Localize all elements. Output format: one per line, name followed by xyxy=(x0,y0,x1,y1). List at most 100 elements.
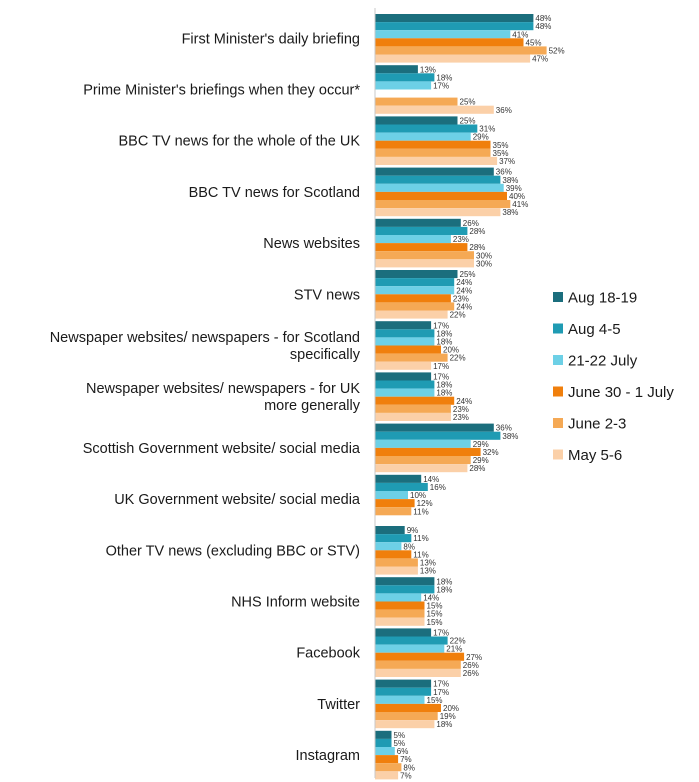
bar xyxy=(375,526,405,535)
data-label: 52% xyxy=(549,46,565,55)
data-label: 18% xyxy=(436,389,452,398)
data-label: 24% xyxy=(456,302,472,311)
category-label: Facebook xyxy=(296,646,360,662)
bar xyxy=(375,286,455,295)
category-label: UK Government website/ social media xyxy=(114,492,361,508)
legend-swatch xyxy=(553,323,563,334)
data-label: 18% xyxy=(436,577,452,586)
bar xyxy=(375,30,511,39)
data-label: 27% xyxy=(466,653,482,662)
category-label: Instagram xyxy=(296,748,360,764)
data-label: 22% xyxy=(450,637,466,646)
legend-label: Aug 18-19 xyxy=(568,290,637,307)
data-label: 40% xyxy=(509,192,525,201)
legend-label: June 30 - 1 July xyxy=(568,384,674,401)
data-label: 37% xyxy=(499,157,515,166)
bar xyxy=(375,412,451,421)
data-label: 17% xyxy=(433,372,449,381)
bar xyxy=(375,660,461,669)
data-label: 26% xyxy=(463,669,479,678)
data-label: 18% xyxy=(436,337,452,346)
data-label: 35% xyxy=(493,141,509,150)
bar xyxy=(375,337,435,346)
data-label: 45% xyxy=(526,38,542,47)
data-label: 5% xyxy=(394,739,406,748)
category-labels: First Minister's daily briefing Prime Min… xyxy=(50,31,361,764)
data-label: 15% xyxy=(427,696,443,705)
data-label: 18% xyxy=(436,720,452,729)
bar xyxy=(375,156,498,165)
data-label: 32% xyxy=(483,448,499,457)
category-label: STV news xyxy=(294,287,360,303)
bar xyxy=(375,730,392,739)
data-label: 35% xyxy=(493,149,509,158)
bar xyxy=(375,243,468,252)
data-label: 7% xyxy=(400,771,412,780)
data-label: 28% xyxy=(469,464,485,473)
data-label: 7% xyxy=(400,755,412,764)
data-label: 31% xyxy=(479,125,495,134)
data-label: 30% xyxy=(476,259,492,268)
category-label: NHS Inform website xyxy=(231,595,360,611)
data-label: 36% xyxy=(496,424,512,433)
data-label: 24% xyxy=(456,286,472,295)
bar xyxy=(375,738,392,747)
bar xyxy=(375,302,455,311)
bar xyxy=(375,644,445,653)
data-label: 38% xyxy=(502,432,518,441)
bar xyxy=(375,566,418,575)
bar xyxy=(375,474,422,483)
category-label: Newspaper websites/ newspapers - for UK m… xyxy=(86,381,361,414)
data-label: 8% xyxy=(403,763,415,772)
legend-swatch xyxy=(553,355,563,365)
data-label: 17% xyxy=(433,680,449,689)
bar xyxy=(375,278,455,287)
data-label: 47% xyxy=(532,55,548,64)
data-label: 39% xyxy=(506,184,522,193)
bar xyxy=(375,652,465,661)
bar xyxy=(375,46,547,55)
data-label: 23% xyxy=(453,235,469,244)
bar xyxy=(375,668,461,677)
data-label: 8% xyxy=(403,542,415,551)
data-label: 19% xyxy=(440,712,456,721)
bar xyxy=(375,321,432,330)
bar xyxy=(375,38,524,47)
data-label: 15% xyxy=(427,618,443,627)
category-label: BBC TV news for the whole of the UK xyxy=(118,134,360,150)
data-label: 41% xyxy=(512,30,528,39)
bar xyxy=(375,720,435,729)
bar xyxy=(375,771,399,780)
data-label: 9% xyxy=(407,526,419,535)
category-label: Other TV news (excluding BBC or STV) xyxy=(106,543,360,559)
bar xyxy=(375,259,474,268)
data-label: 16% xyxy=(430,483,446,492)
bar xyxy=(375,380,435,389)
bar xyxy=(375,763,402,772)
bar xyxy=(375,404,451,413)
data-label: 26% xyxy=(463,219,479,228)
legend-label: May 5-6 xyxy=(568,447,622,464)
bar xyxy=(375,54,531,63)
data-label: 29% xyxy=(473,440,489,449)
data-label: 36% xyxy=(496,168,512,177)
data-label: 18% xyxy=(436,585,452,594)
bar xyxy=(375,456,471,465)
bar xyxy=(375,388,435,397)
data-label: 14% xyxy=(423,593,439,602)
bar xyxy=(375,97,458,106)
bar xyxy=(375,310,448,319)
data-label: 20% xyxy=(443,346,459,355)
bar xyxy=(375,617,425,626)
bar xyxy=(375,636,448,645)
bar xyxy=(375,679,432,688)
bar xyxy=(375,73,435,82)
bar xyxy=(375,353,448,362)
bar xyxy=(375,329,435,338)
category-label: News websites xyxy=(263,236,360,252)
data-label: 25% xyxy=(460,270,476,279)
bar xyxy=(375,507,412,516)
bar xyxy=(375,226,468,235)
legend: Aug 18-19 Aug 4-5 21-22 July June 30 - 1 Ju… xyxy=(553,290,674,464)
legend-swatch xyxy=(553,292,563,302)
